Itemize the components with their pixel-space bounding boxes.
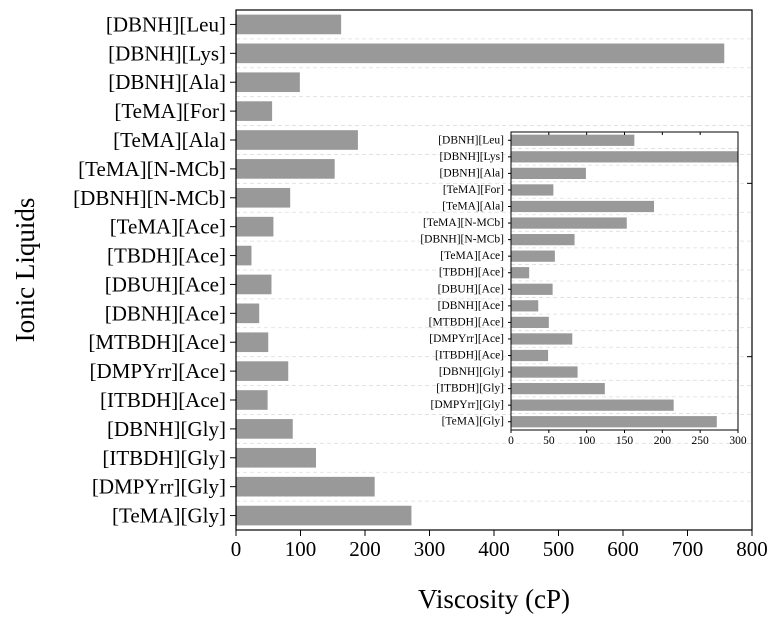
main-category-label: [DMPYrr][Gly] <box>92 475 226 499</box>
inset-category-label: [MTBDH][Ace] <box>429 316 504 328</box>
main-category-label: [DMPYrr][Ace] <box>90 359 226 383</box>
main-category-label: [DBNH][Ala] <box>108 70 226 94</box>
main-category-label: [DBNH][N-MCb] <box>73 186 226 210</box>
inset-category-label: [ITBDH][Gly] <box>436 383 504 395</box>
inset-bar <box>511 267 530 279</box>
inset-category-label: [TeMA][N-MCb] <box>423 217 504 229</box>
inset-category-label: [DBNH][Lys] <box>439 151 504 163</box>
main-category-label: [DBNH][Lys] <box>108 41 226 65</box>
main-bar <box>236 361 289 381</box>
main-x-tick-label: 100 <box>285 537 317 561</box>
main-bar <box>236 505 412 526</box>
inset-x-tick-label: 50 <box>543 435 555 447</box>
main-bar <box>236 303 260 324</box>
main-category-label: [DBUH][Ace] <box>105 272 226 296</box>
main-x-tick-label: 0 <box>231 537 242 561</box>
inset-bar <box>511 167 586 180</box>
inset-bar <box>511 366 578 378</box>
inset-category-label: [DBNH][Ace] <box>438 300 504 312</box>
main-category-label: [TBDH][Ace] <box>107 244 226 268</box>
inset-category-label: [TeMA][Ace] <box>440 250 504 262</box>
main-category-label: [DBNH][Ace] <box>105 301 226 325</box>
inset-x-tick-label: 100 <box>578 435 596 447</box>
main-panel: [DBNH][Leu] [DBNH][Lys] [DBNH][Ala] [TeMA][… <box>10 9 768 614</box>
main-bar <box>236 43 725 64</box>
inset-category-label: [TeMA][Gly] <box>442 416 504 428</box>
main-bar <box>236 72 300 93</box>
inset-bar <box>511 316 549 329</box>
inset-category-label: [DBUH][Ace] <box>438 283 504 295</box>
inset-x-tick-label: 200 <box>654 435 672 447</box>
main-y-axis-title: Ionic Liquids <box>10 198 40 343</box>
main-bar <box>236 159 335 179</box>
main-x-tick-label: 700 <box>672 537 704 561</box>
inset-category-label: [DBNH][Leu] <box>438 134 504 146</box>
inset-category-label: [DBNH][Ala] <box>439 167 504 179</box>
main-category-label: [DBNH][Leu] <box>106 12 226 36</box>
inset-x-tick-label: 150 <box>616 435 634 447</box>
main-category-label: [TeMA][N-MCb] <box>78 157 226 181</box>
inset-category-label: [TeMA][For] <box>443 184 504 196</box>
main-bar <box>236 390 268 410</box>
inset-bar <box>511 250 555 262</box>
main-bar <box>236 332 269 353</box>
inset-x-tick-label: 300 <box>729 435 747 447</box>
inset-bar <box>511 184 554 196</box>
main-bar <box>236 476 375 497</box>
inset-category-label: [TBDH][Ace] <box>439 267 504 279</box>
inset-plot-frame <box>510 131 739 431</box>
main-bar <box>236 447 316 468</box>
main-category-label: [ITBDH][Gly] <box>102 446 226 470</box>
inset-category-label: [TeMA][Ala] <box>442 201 504 213</box>
inset-bar <box>511 200 655 213</box>
main-plot-frame <box>235 9 753 531</box>
main-bar <box>236 130 358 150</box>
main-bar <box>236 245 252 266</box>
main-x-tick-label: 300 <box>414 537 446 561</box>
main-bar <box>236 274 272 295</box>
main-category-label: [TeMA][Gly] <box>112 504 226 528</box>
main-x-tick-label: 400 <box>478 537 510 561</box>
main-bar <box>236 101 273 121</box>
inset-category-label: [ITBDH][Ace] <box>435 350 504 362</box>
inset-bar <box>511 300 539 312</box>
main-category-label: [TeMA][Ala] <box>113 128 226 152</box>
main-category-label: [TeMA][Ace] <box>110 215 226 239</box>
main-bar <box>236 187 291 208</box>
inset-bar <box>511 151 738 163</box>
main-x-tick-label: 800 <box>736 537 768 561</box>
main-category-label: [TeMA][For] <box>114 99 226 123</box>
main-bar <box>236 216 274 237</box>
main-x-tick-label: 200 <box>349 537 381 561</box>
main-category-label: [MTBDH][Ace] <box>88 330 226 354</box>
main-x-tick-label: 500 <box>543 537 575 561</box>
inset-bar <box>511 233 575 246</box>
inset-category-label: [DBNH][N-MCb] <box>420 234 504 246</box>
inset-bar <box>511 134 635 146</box>
main-bar <box>236 419 293 439</box>
inset-category-label: [DMPYrr][Ace] <box>429 333 504 345</box>
inset-x-tick-label: 0 <box>508 435 514 447</box>
inset-bar <box>511 416 717 428</box>
main-category-label: [DBNH][Gly] <box>107 417 226 441</box>
inset-bar <box>511 283 553 295</box>
inset-bar <box>511 217 627 229</box>
inset-x-tick-label: 250 <box>692 435 710 447</box>
main-x-tick-label: 600 <box>607 537 639 561</box>
inset-category-label: [DMPYrr][Gly] <box>431 399 504 411</box>
inset-bar <box>511 333 573 345</box>
inset-category-label: [DBNH][Gly] <box>439 366 504 378</box>
main-x-axis-title: Viscosity (cP) <box>418 584 570 614</box>
main-bar <box>236 14 342 35</box>
main-category-label: [ITBDH][Ace] <box>100 388 226 412</box>
inset-bar <box>511 349 549 362</box>
inset-bar <box>511 399 674 411</box>
inset-panel: [DBNH][Leu] [DBNH][Lys] [DBNH][Ala] [TeMA][… <box>420 131 747 447</box>
inset-bar <box>511 382 605 395</box>
